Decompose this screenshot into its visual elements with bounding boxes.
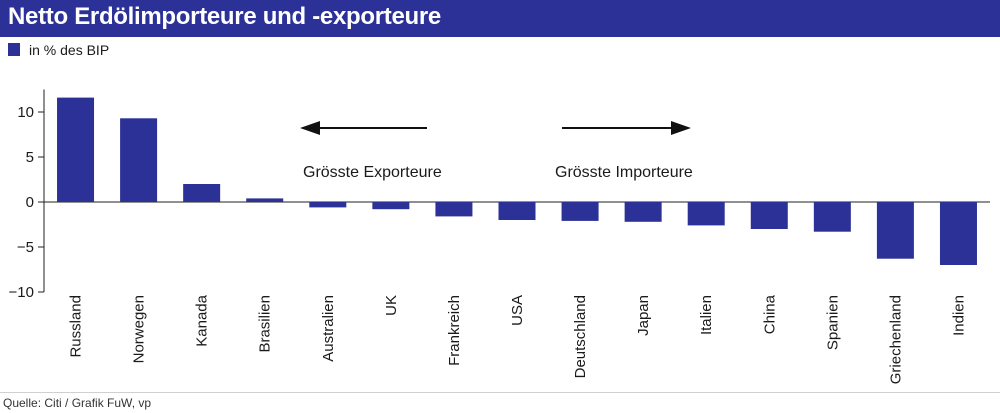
category-label: Indien (950, 295, 967, 336)
category-label: China (761, 294, 778, 334)
bar (57, 97, 95, 202)
bar (246, 198, 284, 202)
y-tick-label: 10 (17, 104, 34, 121)
source-note: Quelle: Citi / Grafik FuW, vp (3, 396, 152, 410)
y-tick-label: 5 (26, 149, 34, 166)
bar (183, 184, 221, 202)
bar (435, 202, 473, 217)
category-label: USA (509, 295, 526, 326)
category-label: Italien (698, 295, 715, 335)
category-label: Brasilien (257, 295, 274, 353)
legend-swatch (8, 43, 20, 57)
category-label: Norwegen (131, 295, 148, 363)
bar (561, 202, 599, 221)
legend: in % des BIP (8, 41, 109, 59)
bar (750, 202, 788, 229)
category-label: Kanada (194, 294, 211, 346)
category-label: Russland (68, 295, 85, 358)
bar (498, 202, 536, 220)
category-label: Griechenland (887, 295, 904, 384)
bar-chart: 10 5 0 −5 −10 Russland Norwegen Kanada Brasilien… (9, 89, 990, 384)
bar (813, 202, 851, 232)
category-label: Frankreich (446, 295, 463, 366)
bar (624, 202, 662, 222)
bar (876, 202, 914, 259)
title-bar: Netto Erdölimporteure und -exporteure (0, 0, 1000, 37)
annotation-exporters: Grösste Exporteure (303, 164, 442, 181)
y-tick-label: 0 (26, 194, 34, 211)
chart-title: Netto Erdölimporteure und -exporteure (8, 3, 441, 30)
category-label: Japan (635, 295, 652, 336)
category-label: Deutschland (572, 295, 589, 378)
bar (372, 202, 410, 210)
bar (687, 202, 725, 226)
arrow-right-icon (671, 121, 691, 135)
bar (309, 202, 347, 208)
divider (0, 392, 1000, 393)
y-tick-label: −10 (9, 284, 34, 301)
y-tick-label: −5 (17, 239, 34, 256)
bar (120, 118, 158, 202)
category-label: Spanien (824, 295, 841, 350)
arrow-left-icon (300, 121, 320, 135)
category-label: UK (383, 295, 400, 316)
legend-label: in % des BIP (29, 41, 110, 58)
category-label: Australien (320, 295, 337, 362)
annotation-importers: Grösste Importeure (555, 164, 693, 181)
bar (939, 202, 977, 265)
